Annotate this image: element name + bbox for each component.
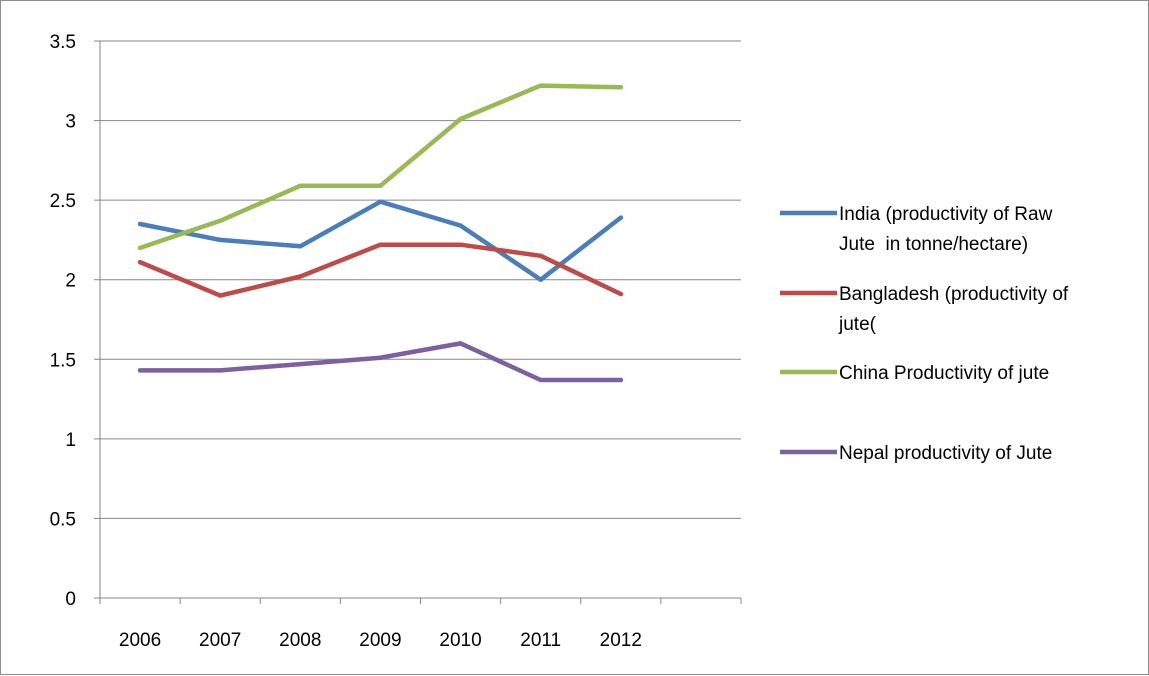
x-tick-label: 2010 <box>439 630 481 651</box>
data-point <box>298 183 303 189</box>
x-tick-label: 2008 <box>279 630 321 651</box>
y-tick-label: 3.5 <box>50 32 76 53</box>
legend-label: Nepal productivity of Jute <box>839 443 1052 464</box>
data-point <box>618 291 624 297</box>
data-point <box>618 215 624 220</box>
series-line <box>137 341 624 383</box>
legend-label: India (productivity of Raw <box>839 204 1053 225</box>
data-point <box>217 218 223 224</box>
data-point <box>378 242 383 247</box>
data-point <box>137 221 143 227</box>
data-point <box>137 260 143 265</box>
data-point <box>137 368 143 373</box>
y-tick-label: 2.5 <box>50 191 76 212</box>
y-tick-label: 1.5 <box>50 350 76 371</box>
data-point <box>458 223 463 228</box>
gridlines <box>100 40 741 519</box>
data-point <box>217 237 223 243</box>
legend: India (productivity of Raw Jute in tonne/… <box>780 204 1069 464</box>
legend-label: China Productivity of jute <box>839 363 1049 384</box>
series-line <box>137 242 624 298</box>
data-point <box>378 183 383 189</box>
y-tick-label: 2 <box>65 271 76 292</box>
series-line <box>137 199 624 282</box>
data-point <box>298 244 303 249</box>
x-tick-label: 2007 <box>199 630 241 651</box>
legend-label: jute( <box>838 314 877 335</box>
data-point <box>618 377 624 383</box>
data-point <box>538 377 543 383</box>
x-tick-label: 2012 <box>600 630 642 651</box>
data-point <box>298 361 303 367</box>
data-point <box>298 274 303 279</box>
series-lines <box>137 83 624 383</box>
data-point <box>137 245 143 251</box>
y-tick-label: 3 <box>65 112 76 133</box>
legend-label: Bangladesh (productivity of <box>839 284 1069 305</box>
data-point <box>458 116 463 122</box>
x-tick-label: 2006 <box>119 630 161 651</box>
x-tick-label: 2009 <box>359 630 401 651</box>
data-point <box>538 277 543 282</box>
data-point <box>538 83 543 88</box>
data-point <box>378 199 383 204</box>
y-tick-label: 0.5 <box>50 509 76 530</box>
data-point <box>217 368 223 373</box>
data-point <box>378 355 383 360</box>
y-tick-label: 0 <box>65 589 76 610</box>
axes: 0 0.5 1 1.5 2 2.5 3 3.5 2006 2007 2008 2009 2010 2011… <box>50 32 742 651</box>
data-point <box>217 293 223 298</box>
data-point <box>458 242 463 247</box>
series-line <box>137 83 624 251</box>
legend-label: Jute in tonne/hectare) <box>839 234 1028 255</box>
x-tick-label: 2011 <box>520 630 561 651</box>
data-point <box>458 341 463 346</box>
data-point <box>618 84 624 90</box>
data-point <box>538 253 543 259</box>
y-tick-label: 1 <box>65 430 76 451</box>
